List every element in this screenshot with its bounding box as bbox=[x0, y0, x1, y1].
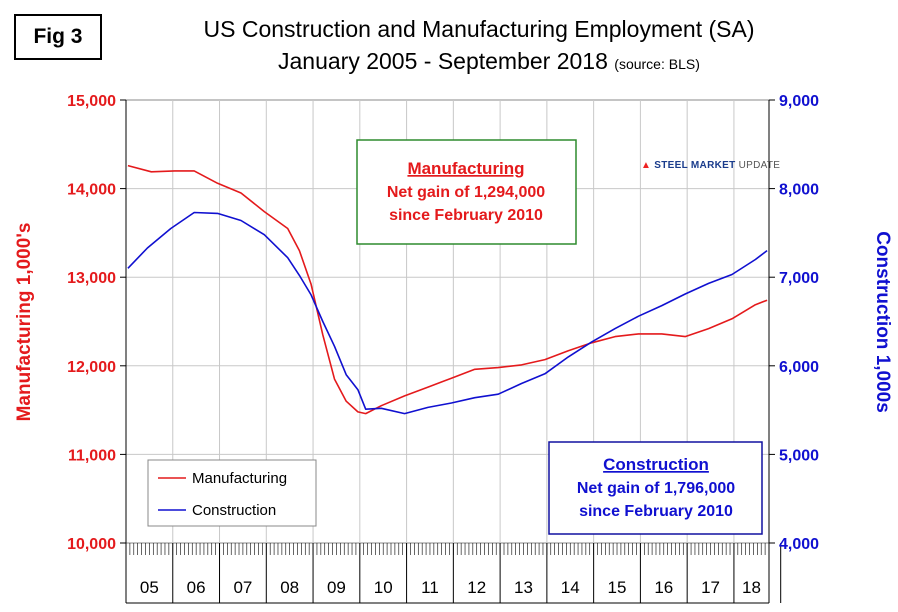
axes-group: 05 06 07 08 09 10 11 12 13 14 15 16 17 18 10,000 4,000 1… bbox=[67, 93, 819, 604]
chart-subtitle: January 2005 - September 2018 (source: B… bbox=[278, 48, 700, 75]
legend-box bbox=[147, 459, 317, 527]
legend-label-construction: Construction bbox=[192, 502, 276, 519]
x-tick-label: 10 bbox=[374, 578, 393, 597]
series-group bbox=[127, 164, 768, 415]
x-tick-label: 11 bbox=[421, 578, 439, 597]
construction-annotation-heading: Construction bbox=[603, 455, 709, 474]
y-right-tick-label: 9,000 bbox=[779, 93, 819, 110]
x-tick-label: 18 bbox=[742, 578, 761, 597]
logo-text-light: UPDATE bbox=[738, 160, 781, 171]
x-tick-label: 12 bbox=[467, 578, 486, 597]
manufacturing-annotation-line1: Net gain of 1,294,000 bbox=[387, 184, 545, 201]
y-right-tick-label: 6,000 bbox=[779, 359, 819, 376]
right-axis-label: Construction 1,000s bbox=[872, 231, 893, 413]
y-right-tick-label: 8,000 bbox=[779, 182, 819, 199]
x-tick-label: 16 bbox=[654, 578, 673, 597]
y-left-tick-label: 11,000 bbox=[68, 447, 116, 464]
y-left-tick-label: 13,000 bbox=[67, 270, 116, 287]
x-tick-label: 17 bbox=[701, 578, 720, 597]
subtitle-date-range: January 2005 - September 2018 bbox=[278, 48, 608, 74]
logo-mark-icon: ▲ bbox=[641, 160, 652, 171]
y-right-tick-label: 5,000 bbox=[779, 447, 819, 464]
construction-annotation-box bbox=[548, 441, 763, 535]
x-tick-label: 05 bbox=[140, 578, 159, 597]
x-tick-label: 06 bbox=[187, 578, 206, 597]
manufacturing-annotation-heading: Manufacturing bbox=[407, 159, 524, 178]
x-tick-label: 13 bbox=[514, 578, 533, 597]
source-note: (source: BLS) bbox=[614, 56, 700, 72]
logo-text-bold: STEEL MARKET bbox=[654, 160, 736, 171]
y-right-tick-label: 4,000 bbox=[779, 536, 819, 553]
x-tick-label: 15 bbox=[608, 578, 627, 597]
x-tick-label: 08 bbox=[280, 578, 299, 597]
construction-annotation-line1: Net gain of 1,796,000 bbox=[577, 480, 735, 497]
x-tick-label: 07 bbox=[233, 578, 252, 597]
series-line-construction bbox=[127, 211, 768, 415]
y-left-tick-label: 12,000 bbox=[67, 359, 116, 376]
chart-title: US Construction and Manufacturing Employ… bbox=[203, 16, 755, 42]
manufacturing-annotation-line2: since February 2010 bbox=[389, 207, 543, 224]
x-tick-label: 14 bbox=[561, 578, 580, 597]
y-right-tick-label: 7,000 bbox=[779, 270, 819, 287]
construction-annotation-line2: since February 2010 bbox=[579, 503, 733, 520]
y-left-tick-label: 14,000 bbox=[67, 182, 116, 199]
series-line-manufacturing bbox=[127, 164, 768, 415]
y-left-tick-label: 10,000 bbox=[67, 536, 116, 553]
steel-market-update-logo: ▲ STEEL MARKET UPDATE bbox=[641, 160, 780, 171]
x-tick-label: 09 bbox=[327, 578, 346, 597]
figure-badge: Fig 3 bbox=[14, 14, 102, 60]
manufacturing-annotation-box bbox=[356, 139, 577, 245]
legend-label-manufacturing: Manufacturing bbox=[192, 470, 287, 487]
y-left-tick-label: 15,000 bbox=[67, 93, 116, 110]
left-axis-label: Manufacturing 1,000's bbox=[14, 223, 35, 422]
